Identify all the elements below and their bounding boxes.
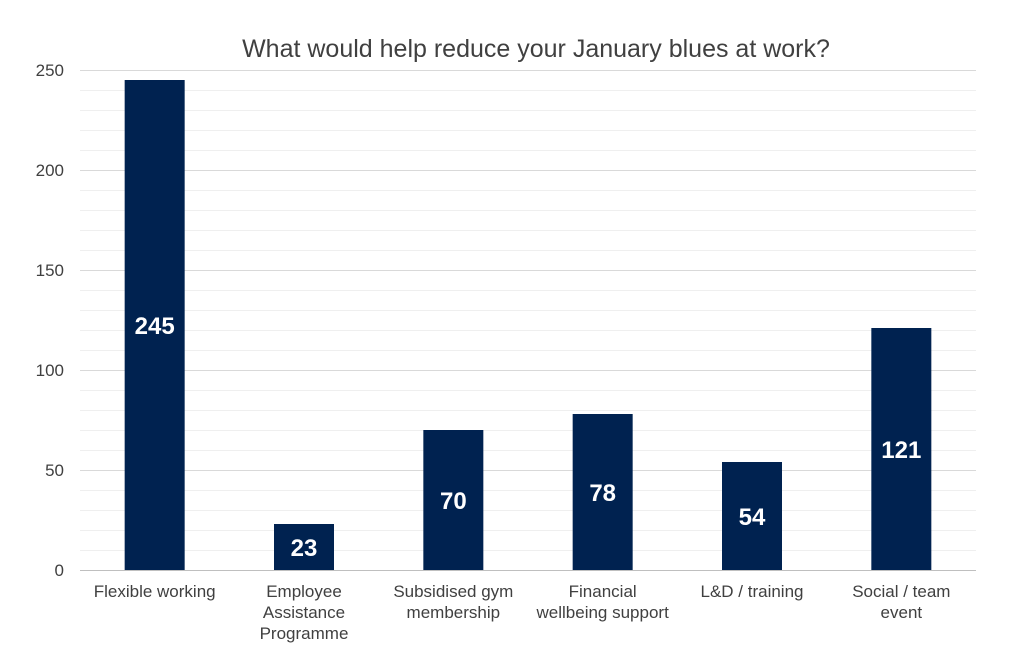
x-tick-label-line: Employee xyxy=(266,582,342,601)
bar xyxy=(722,462,782,570)
bar-data-label: 54 xyxy=(739,504,766,531)
x-tick-label-line: Social / team xyxy=(852,582,950,601)
x-tick-label-line: Assistance xyxy=(263,603,345,622)
y-tick-label: 150 xyxy=(36,261,64,280)
x-tick-label-line: Subsidised gym xyxy=(393,582,513,601)
bars xyxy=(124,80,932,570)
grid-lines xyxy=(80,70,976,571)
bar-data-label: 70 xyxy=(440,488,467,515)
x-tick-label-line: Flexible working xyxy=(94,582,216,601)
x-axis-ticks: Flexible working Employee Assistance Progra… xyxy=(94,582,951,643)
bar-data-label: 121 xyxy=(881,437,921,464)
chart-title: What would help reduce your January blue… xyxy=(242,35,830,63)
x-tick-label-line: Financial xyxy=(569,582,637,601)
x-tick-label: Financial wellbeing support xyxy=(536,582,670,622)
bar xyxy=(423,430,484,570)
x-tick-label: Social / team event xyxy=(852,582,950,622)
x-tick-label: Flexible working xyxy=(94,582,216,601)
x-tick-label-line: event xyxy=(881,603,923,622)
y-tick-label: 250 xyxy=(36,61,64,80)
x-tick-label-line: wellbeing support xyxy=(536,603,670,622)
x-tick-label-line: Programme xyxy=(260,624,349,643)
y-tick-label: 200 xyxy=(36,161,64,180)
y-tick-label: 100 xyxy=(36,361,64,380)
x-tick-label: Subsidised gym membership xyxy=(393,582,513,622)
x-tick-label: L&D / training xyxy=(701,582,804,601)
y-tick-label: 50 xyxy=(45,461,64,480)
x-tick-label-line: membership xyxy=(407,603,501,622)
x-tick-label-line: L&D / training xyxy=(701,582,804,601)
data-labels: 245 23 70 78 54 121 xyxy=(135,313,922,562)
bar xyxy=(124,80,185,570)
bar-data-label: 78 xyxy=(589,480,616,507)
y-tick-label: 0 xyxy=(55,561,64,580)
bar xyxy=(274,524,334,570)
y-axis-ticks: 0 50 100 150 200 250 xyxy=(36,61,64,580)
bar xyxy=(572,414,633,570)
bar-data-label: 23 xyxy=(291,535,318,562)
bar xyxy=(871,328,932,570)
x-tick-label: Employee Assistance Programme xyxy=(260,582,349,643)
bar-data-label: 245 xyxy=(135,313,175,340)
